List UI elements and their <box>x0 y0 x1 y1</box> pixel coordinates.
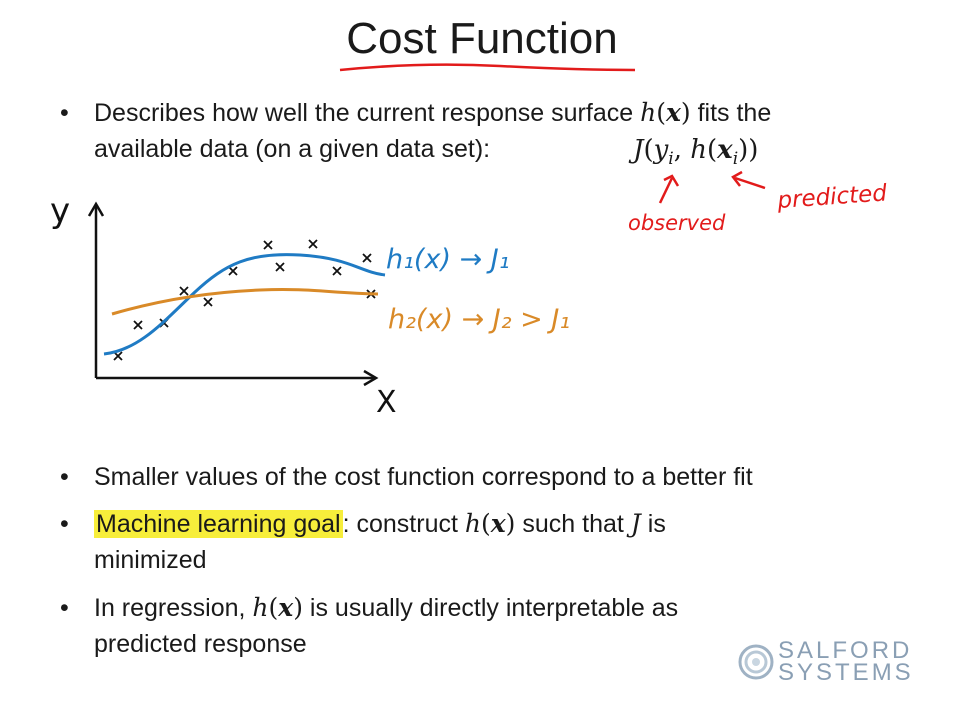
predicted-arrow <box>731 170 766 190</box>
salford-logo-icon <box>738 644 774 680</box>
data-point <box>263 240 273 250</box>
bullet-1-line-2: available data (on a given data set): <box>94 135 491 163</box>
bullet-4-line-2: predicted response <box>94 630 307 658</box>
salford-logo-text: SALFORD SYSTEMS <box>778 637 914 686</box>
bullet-3-line-1: Machine learning goal: construct h(x) su… <box>94 509 666 538</box>
bullet-2-text: Smaller values of the cost function corr… <box>94 463 753 491</box>
axis-y-label: y <box>50 191 70 231</box>
bullet-3-text-c: is <box>640 510 666 538</box>
formula-y: y <box>653 135 669 165</box>
bullet-3-line-2: minimized <box>94 546 207 574</box>
data-point <box>332 266 342 276</box>
math-j: J <box>630 509 641 538</box>
observed-arrow <box>658 174 680 204</box>
math-h: h <box>252 593 269 622</box>
data-point <box>133 320 143 330</box>
math-h: h <box>464 509 481 538</box>
formula-x: x <box>717 135 733 165</box>
bullet-dot: • <box>60 99 69 127</box>
predicted-label: predicted <box>776 180 889 214</box>
plot-axes <box>87 201 379 387</box>
observed-label: observed <box>628 211 726 235</box>
bullet-4-text-b: is usually directly interpretable as <box>302 594 679 622</box>
logo-line-2: SYSTEMS <box>778 659 914 686</box>
cost-formula: J(yi, h(xi)) <box>633 135 759 170</box>
logo-line-1: SALFORD <box>778 637 913 664</box>
title-underline <box>339 63 636 72</box>
math-h: h <box>640 98 657 127</box>
bullet-1-text-b: fits the <box>690 99 772 127</box>
slide-title: Cost Function <box>346 14 618 63</box>
formula-sub-i: i <box>668 149 674 170</box>
data-point <box>362 253 372 263</box>
h2-label: h₂(x) → J₂ > J₁ <box>388 304 570 335</box>
data-points <box>113 239 376 361</box>
axis-x-label: X <box>376 385 397 420</box>
h1-label: h₁(x) → J₁ <box>386 244 510 275</box>
highlighted-text: Machine learning goal <box>94 510 343 538</box>
h2-curve <box>111 288 379 316</box>
bullet-1-line-1: Describes how well the current response … <box>94 98 772 127</box>
bullet-4-text-a: In regression, <box>94 594 253 622</box>
h1-curve <box>103 253 386 356</box>
formula-sub-i-2: i <box>732 149 739 170</box>
formula-j: J <box>633 135 644 165</box>
math-x: x <box>665 98 681 127</box>
formula-h: h <box>690 135 708 165</box>
bullet-dot: • <box>60 510 69 538</box>
data-point <box>308 239 318 249</box>
bullet-dot: • <box>60 463 69 491</box>
bullet-4-line-1: In regression, h(x) is usually directly … <box>94 593 679 622</box>
math-x: x <box>490 509 506 538</box>
bullet-1-text-a: Describes how well the current response … <box>94 99 641 127</box>
data-point <box>203 297 213 307</box>
data-point <box>228 266 238 276</box>
math-x: x <box>278 593 294 622</box>
bullet-3-text-a: : construct <box>342 510 465 538</box>
data-point <box>179 286 189 296</box>
bullet-3-text-b: such that <box>515 510 631 538</box>
bullet-dot: • <box>60 594 69 622</box>
data-point <box>275 262 285 272</box>
